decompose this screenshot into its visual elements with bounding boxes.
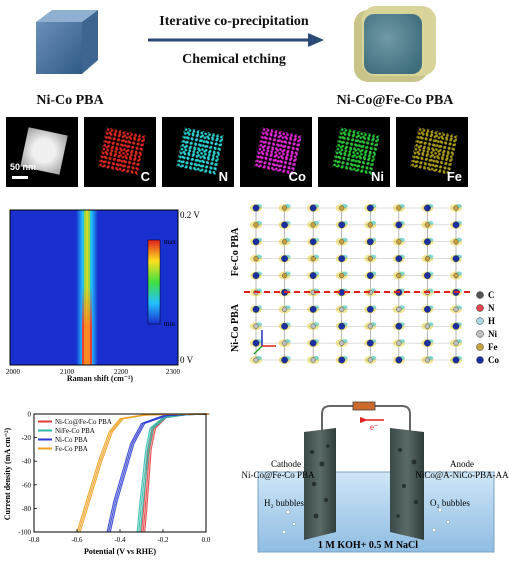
process-arrow <box>148 33 324 47</box>
legend-entry-0: Ni-Co@Fe-Co PBA <box>55 418 112 426</box>
element-map <box>98 127 146 175</box>
edx-map-c: C <box>84 117 156 187</box>
y-tick-label: 0 <box>28 411 32 419</box>
axis-indicator <box>253 330 276 355</box>
scale-bar <box>12 176 28 179</box>
ni-co-pba-structure-label: Ni-Co PBA <box>230 303 241 352</box>
cathode-title: Cathode <box>271 459 301 469</box>
top-voltage: 0.2 V <box>180 210 200 220</box>
ni-co-pba-label: Ni-Co PBA <box>36 93 104 108</box>
element-label: Ni <box>371 169 384 184</box>
her-ylabel: Current density (mA cm⁻²) <box>3 427 12 520</box>
interface-structure: Fe-Co PBA Ni-Co PBA CNH Ni Fe Co <box>230 204 499 365</box>
cbar-min: min <box>164 320 175 328</box>
legend-swatch-h <box>476 317 484 325</box>
element-label: N <box>218 169 228 184</box>
legend-entry-1: NiFe-Co PBA <box>55 427 95 435</box>
element-map <box>332 127 380 175</box>
o2-bubbles-label: O₂ bubbles <box>430 498 470 508</box>
legend-entry-2: Ni-Co PBA <box>55 436 88 444</box>
legend-entry-3: Fe-Co PBA <box>55 445 88 453</box>
fe-co-pba-label: Fe-Co PBA <box>230 227 241 276</box>
element-map <box>254 127 302 175</box>
electrolyzer-panel: e⁻ Cathode Ni-Co@Fe-Co PBA Anode NiCo@A-… <box>218 392 509 558</box>
edx-map-co: Co <box>240 117 312 187</box>
electrolyzer-schematic: e⁻ Cathode Ni-Co@Fe-Co PBA Anode NiCo@A-… <box>241 401 509 553</box>
edx-map-fe: Fe <box>396 117 468 187</box>
y-tick-label: -100 <box>18 529 31 537</box>
legend-swatch-c <box>476 291 484 299</box>
electrolyte-label: 1 M KOH+ 0.5 M NaCl <box>318 540 418 551</box>
legend-swatch-n <box>476 304 484 312</box>
cbar-max: max <box>164 238 177 246</box>
element-map <box>176 127 224 175</box>
step2-label: Chemical etching <box>182 52 286 67</box>
legend-swatch-fe <box>476 343 484 351</box>
her-xlabel: Potential (V vs RHE) <box>84 547 156 556</box>
legend-label-c: C <box>488 290 495 300</box>
bottom-voltage: 0 V <box>180 355 194 365</box>
legend-label-co: Co <box>488 355 499 365</box>
raman-xtick: 2000 <box>6 368 21 376</box>
y-tick-label: -20 <box>22 434 32 442</box>
cathode-name: Ni-Co@Fe-Co PBA <box>241 470 315 480</box>
y-tick-label: -40 <box>22 458 32 466</box>
anode-electrode <box>390 428 424 540</box>
power-source <box>352 401 376 411</box>
legend-swatch-ni <box>476 330 484 338</box>
structure-panel: Fe-Co PBA Ni-Co PBA C N H Ni Fe Co <box>224 196 509 376</box>
edx-map-n: N <box>162 117 234 187</box>
raman-xtick: 2100 <box>60 368 75 376</box>
her-chart: -0.8 -0.6 -0.4 -0.2 0.0 0 -20 -40 -60 -80 -100 Ni-… <box>0 386 215 558</box>
raman-xtick: 2300 <box>166 368 181 376</box>
element-label: Fe <box>446 169 462 184</box>
x-tick-label: -0.8 <box>28 536 40 544</box>
y-tick-label: -60 <box>22 481 32 489</box>
haadf-image: 50 nm <box>6 117 78 187</box>
x-tick-label: -0.6 <box>71 536 83 544</box>
series-line-2 <box>108 413 208 533</box>
y-tick-label: -80 <box>22 505 32 513</box>
element-label: Co <box>288 169 306 184</box>
raman-xlabel: Raman shift (cm⁻¹) <box>66 374 134 383</box>
series-line-2 <box>109 413 210 533</box>
legend-label-ni: Ni <box>488 329 497 339</box>
h2-bubbles-label: H₂ bubbles <box>264 498 304 508</box>
step1-label: Iterative co-precipitation <box>159 14 309 29</box>
legend-label-n: N <box>488 303 495 313</box>
x-tick-label: -0.4 <box>114 536 126 544</box>
anode-title: Anode <box>450 459 474 469</box>
series-line-0 <box>144 413 210 533</box>
core-shell-cube <box>354 6 436 82</box>
cathode-electrode <box>304 428 336 540</box>
edx-map-ni: Ni <box>318 117 390 187</box>
anode-name: NiCo@A-NiCo-PBA-AA <box>415 470 509 480</box>
legend-label-fe: Fe <box>488 342 498 352</box>
series-line-2 <box>106 413 207 533</box>
synthesis-scheme: Iterative co-precipitation Chemical etch… <box>0 0 509 112</box>
ni-co-fe-co-pba-label: Ni-Co@Fe-Co PBA <box>336 93 454 108</box>
raman-contour: max min 0.2 V 0 V 2000 2100 2200 2300 <box>6 209 200 376</box>
raman-contour-panel: max min 0.2 V 0 V 2000 2100 2200 2300 Ra… <box>0 200 220 383</box>
lsv-plot: -0.8 -0.6 -0.4 -0.2 0.0 0 -20 -40 -60 -80 -100 Ni-… <box>3 411 211 557</box>
x-tick-label: -0.2 <box>157 536 169 544</box>
legend-swatch-co <box>476 356 484 364</box>
electron-label: e⁻ <box>370 422 379 432</box>
legend-label-h: H <box>488 316 495 326</box>
scale-bar-label: 50 nm <box>10 162 37 172</box>
ni-co-pba-cube <box>36 10 98 74</box>
element-label: C <box>140 169 150 184</box>
raman-xtick: 2200 <box>114 368 129 376</box>
x-tick-label: 0.0 <box>202 536 211 544</box>
element-map <box>410 127 458 175</box>
